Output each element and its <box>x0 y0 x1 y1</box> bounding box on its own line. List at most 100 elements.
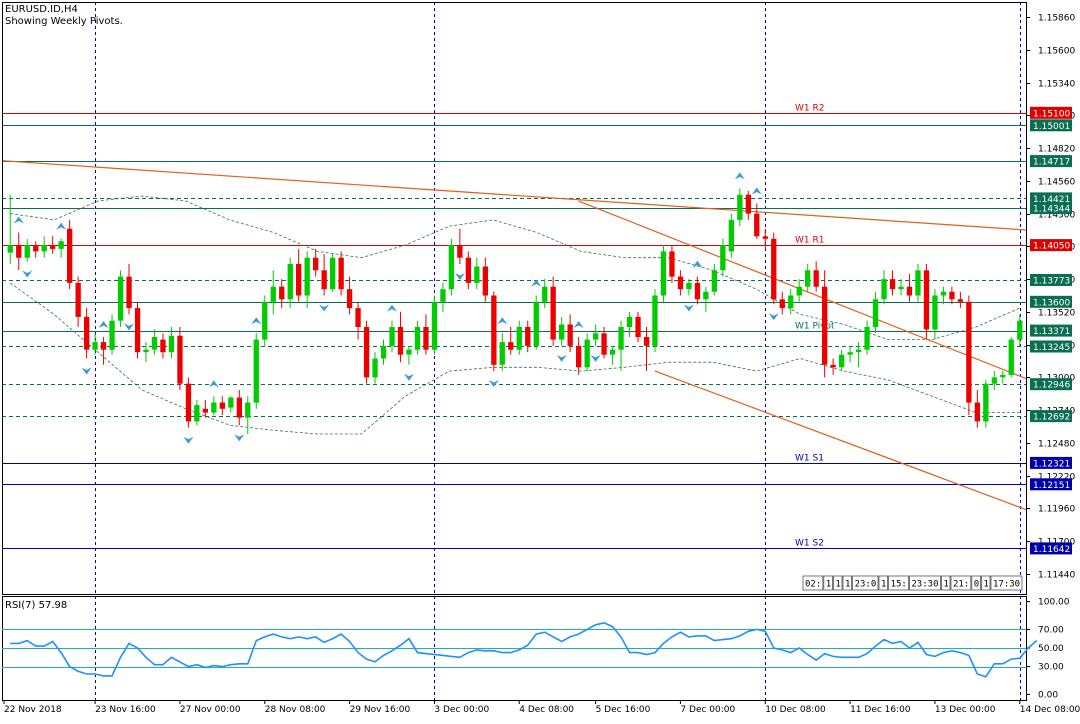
candle-12 <box>109 314 115 355</box>
session-cell-5 <box>878 575 889 591</box>
session-cell-7 <box>909 575 941 591</box>
candle-body-98 <box>839 354 845 368</box>
candle-body-110 <box>940 291 947 296</box>
price-level-tag-label-12: 1.12321 <box>1033 459 1070 469</box>
candle-body-68 <box>584 339 590 368</box>
candle-body-101 <box>864 327 870 350</box>
candle-43 <box>372 352 378 384</box>
candle-body-2 <box>24 245 30 258</box>
candle-101 <box>864 320 870 355</box>
session-cell-label-4: 23:0 <box>855 580 877 590</box>
price-level-tag-14 <box>1030 542 1072 555</box>
candle-66 <box>567 314 573 353</box>
candle-47 <box>406 345 412 365</box>
pivot-level-name-14: W1 S2 <box>795 539 824 549</box>
price-level-tag-11 <box>1030 410 1072 423</box>
candle-6 <box>58 238 64 258</box>
candle-36 <box>313 248 319 277</box>
fractal-up-arrow-icon <box>386 304 397 312</box>
candle-71 <box>609 345 616 365</box>
time-label-6: 4 Dec 08:00 <box>519 705 574 715</box>
candle-106 <box>906 274 913 302</box>
candle-body-64 <box>550 286 556 340</box>
candle-body-61 <box>525 327 531 346</box>
candle-body-28 <box>245 402 251 418</box>
session-box: 02: 1 1 1 23:0 1 15: 23:30 1 21: 0 1 17:30 <box>802 575 1023 591</box>
candle-body-111 <box>949 291 955 300</box>
candle-body-10 <box>92 342 98 350</box>
candle-21 <box>185 377 192 428</box>
candle-38 <box>330 253 336 292</box>
session-cell-2 <box>833 575 843 591</box>
candle-body-112 <box>957 299 963 302</box>
candle-111 <box>949 286 955 305</box>
candle-body-77 <box>660 251 667 296</box>
candle-88 <box>754 203 760 239</box>
price-level-tag-label-0: 1.15100 <box>1033 109 1070 119</box>
candle-76 <box>652 289 658 353</box>
candle-5 <box>50 236 56 254</box>
session-cell-8 <box>941 575 951 591</box>
candle-62 <box>533 295 539 350</box>
candle-body-60 <box>516 327 522 350</box>
candle-80 <box>686 279 692 296</box>
candle-16 <box>143 342 149 363</box>
candle-41 <box>355 301 361 340</box>
candle-body-43 <box>372 358 378 378</box>
candle-104 <box>889 270 896 296</box>
candle-body-45 <box>389 327 395 346</box>
fractal-down-arrow-icon <box>683 304 694 312</box>
candle-19 <box>168 326 175 359</box>
pivot-levels: W1 R2 W1 R1 W1 Pivot W1 S1 W1 S2 <box>2 104 1026 549</box>
envelope-lower <box>9 282 1020 435</box>
candle-81 <box>694 276 701 305</box>
candle-body-75 <box>643 337 650 346</box>
candle-body-114 <box>974 402 980 422</box>
candle-body-113 <box>966 301 972 403</box>
fractal-up-arrow-icon <box>734 172 745 180</box>
time-label-1: 23 Nov 16:00 <box>95 705 156 715</box>
candle-body-49 <box>423 327 429 350</box>
time-label-9: 10 Dec 08:00 <box>765 705 826 715</box>
candle-30 <box>262 295 268 346</box>
candle-body-46 <box>397 327 404 355</box>
candle-7 <box>67 219 73 290</box>
price-level-tag-label-7: 1.13600 <box>1033 298 1070 308</box>
fractal-down-arrow-icon <box>124 323 135 331</box>
candle-body-18 <box>160 339 166 353</box>
candle-body-117 <box>1000 374 1006 378</box>
price-tick-label-0: 1.15860 <box>1038 14 1075 24</box>
candle-body-21 <box>185 383 192 422</box>
price-tick-label-1: 1.15600 <box>1038 47 1075 57</box>
session-cell-1 <box>823 575 833 591</box>
candle-body-12 <box>109 320 115 350</box>
candle-85 <box>728 213 734 258</box>
session-cell-label-8: 1 <box>943 580 948 590</box>
price-level-tag-1 <box>1030 119 1072 132</box>
candle-68 <box>584 333 590 372</box>
candle-body-86 <box>737 194 743 220</box>
candle-body-37 <box>321 270 327 290</box>
session-cell-4 <box>852 575 879 591</box>
candle-body-11 <box>100 342 107 350</box>
candle-64 <box>550 276 556 346</box>
candle-body-47 <box>406 349 412 355</box>
candle-56 <box>482 257 488 302</box>
candle-58 <box>499 333 505 372</box>
session-cell-label-12: 17:30 <box>993 580 1020 590</box>
candle-119 <box>1017 314 1023 346</box>
price-level-tag-12 <box>1030 456 1072 469</box>
price-level-tag-label-4: 1.14344 <box>1033 205 1070 215</box>
session-cell-label-0: 02: <box>805 580 821 590</box>
fractal-down-arrow-icon <box>488 380 499 388</box>
candle-87 <box>745 190 751 220</box>
price-level-tag-2 <box>1030 155 1072 168</box>
rsi-line <box>10 622 1038 678</box>
fractal-up-arrow-icon <box>56 222 67 230</box>
price-level-tag-label-9: 1.13245 <box>1033 343 1070 353</box>
candle-body-52 <box>448 245 454 290</box>
candle-51 <box>440 282 446 312</box>
candle-40 <box>346 276 353 315</box>
candle-112 <box>957 291 963 309</box>
pivot-level-name-12: W1 S1 <box>795 454 824 464</box>
